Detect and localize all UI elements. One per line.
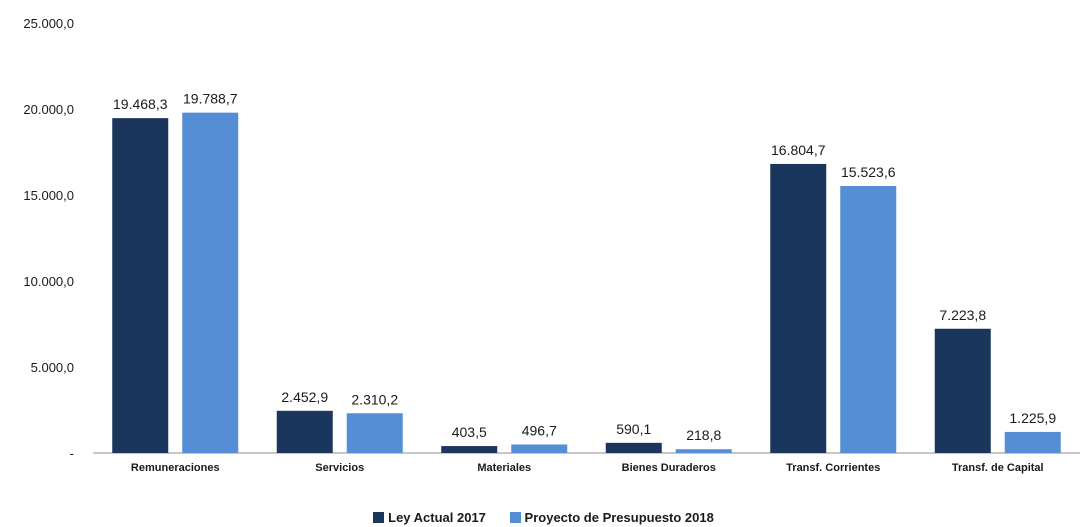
- data-label: 403,5: [452, 424, 487, 440]
- data-label: 2.310,2: [351, 391, 398, 407]
- y-tick-label: 15.000,0: [23, 188, 74, 203]
- legend-item-ley-actual-2017: Ley Actual 2017: [373, 510, 486, 525]
- data-label: 19.788,7: [183, 91, 238, 107]
- category-label: Transf. de Capital: [952, 462, 1044, 474]
- bar-ley-actual-2017: [605, 442, 662, 453]
- data-label: 590,1: [616, 421, 651, 437]
- legend-swatch-ley-actual-2017: [373, 512, 385, 523]
- bar-ley-actual-2017: [441, 446, 498, 453]
- bar-proyecto-2018: [1004, 431, 1061, 453]
- legend-item-proyecto-2018: Proyecto de Presupuesto 2018: [509, 510, 714, 525]
- data-label: 15.523,6: [841, 164, 896, 180]
- legend-label-proyecto-2018: Proyecto de Presupuesto 2018: [524, 510, 714, 525]
- y-tick-label: 20.000,0: [23, 102, 74, 117]
- category-label: Servicios: [315, 462, 364, 474]
- bar-proyecto-2018: [182, 112, 239, 453]
- legend-swatch-proyecto-2018: [509, 512, 521, 523]
- bar-proyecto-2018: [675, 449, 732, 453]
- data-label: 19.468,3: [113, 96, 168, 112]
- bar-proyecto-2018: [840, 185, 897, 453]
- category-label: Materiales: [477, 462, 531, 474]
- data-label: 218,8: [686, 427, 721, 443]
- bar-ley-actual-2017: [112, 118, 169, 454]
- bar-ley-actual-2017: [276, 410, 333, 453]
- data-label: 2.452,9: [281, 389, 328, 405]
- data-label: 16.804,7: [771, 142, 826, 158]
- bar-ley-actual-2017: [934, 328, 991, 453]
- y-tick-label: -: [70, 446, 74, 461]
- data-label: 496,7: [522, 422, 557, 438]
- category-label: Transf. Corrientes: [786, 462, 880, 474]
- bar-proyecto-2018: [511, 444, 568, 453]
- bar-ley-actual-2017: [770, 163, 827, 453]
- data-label: 1.225,9: [1009, 410, 1056, 426]
- y-tick-label: 10.000,0: [23, 274, 74, 289]
- y-tick-label: 5.000,0: [31, 360, 74, 375]
- data-label: 7.223,8: [939, 307, 986, 323]
- legend-label-ley-actual-2017: Ley Actual 2017: [388, 510, 486, 525]
- bar-proyecto-2018: [346, 413, 403, 453]
- legend: Ley Actual 2017 Proyecto de Presupuesto …: [0, 510, 1087, 526]
- y-tick-label: 25.000,0: [23, 16, 74, 31]
- category-label: Remuneraciones: [131, 462, 220, 474]
- category-label: Bienes Duraderos: [622, 462, 716, 474]
